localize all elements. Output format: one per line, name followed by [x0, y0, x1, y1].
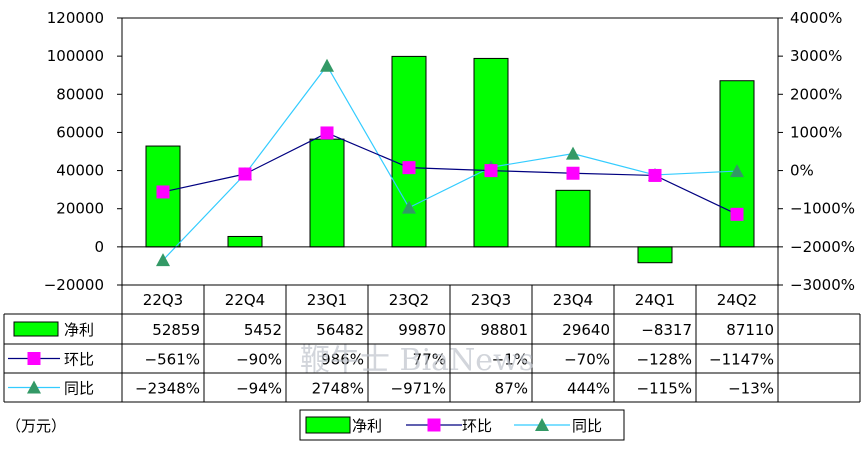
qoq-key-marker — [27, 352, 41, 365]
qoq-point — [484, 164, 498, 178]
legend: 净利 环比 同比 — [299, 409, 625, 441]
qoq-point — [730, 207, 744, 221]
bar-net-profit — [555, 189, 591, 248]
growth-lines — [156, 58, 744, 267]
yoy-point — [156, 253, 170, 267]
axes: 120000 100000 80000 60000 40000 20000 0 −20000 4… — [44, 9, 855, 294]
table-cell-value: 444% — [567, 380, 610, 398]
qoq-point — [566, 166, 580, 180]
yoy-point — [730, 164, 744, 178]
table-cell-value: −13% — [728, 380, 774, 398]
y-right-tick-label: −2000% — [790, 238, 855, 256]
net-profit-bars — [145, 55, 755, 264]
table-cell-value: −2348% — [135, 380, 200, 398]
qoq-point — [320, 126, 334, 140]
y-right-tick-label: −1000% — [790, 200, 855, 218]
legend-yoy-label: 同比 — [572, 417, 602, 435]
table-cell-value: 87110 — [726, 321, 774, 339]
x-tick-label: 22Q4 — [225, 291, 265, 309]
table-cell-value: −70% — [564, 351, 610, 369]
table-cell-value: 77% — [413, 351, 446, 369]
x-tick-label: 24Q2 — [717, 291, 757, 309]
table-cell-value: −971% — [391, 380, 446, 398]
y-left-tick-label: 100000 — [47, 47, 104, 65]
table-cell-value: 2748% — [312, 380, 364, 398]
bar-net-profit — [391, 55, 427, 248]
legend-net-profit-swatch — [305, 416, 351, 434]
x-tick-label: 23Q1 — [307, 291, 347, 309]
table-cell-value: 87% — [495, 380, 528, 398]
qoq-point — [402, 161, 416, 175]
plot-area — [121, 17, 779, 286]
unit-label: （万元） — [6, 417, 66, 435]
qoq-line — [162, 132, 738, 215]
qoq-point — [238, 167, 252, 181]
table-cell-value: −94% — [236, 380, 282, 398]
table-cell-value: 29640 — [562, 321, 610, 339]
qoq-point — [156, 185, 170, 199]
y-right-tick-label: 1000% — [790, 123, 842, 141]
table-cell-value: 98801 — [480, 321, 528, 339]
x-tick-label: 23Q4 — [553, 291, 593, 309]
yoy-key-marker — [27, 380, 41, 394]
y-left-tick-label: 120000 — [47, 9, 104, 27]
y-left-tick-label: 0 — [94, 238, 104, 256]
legend-qoq-label: 环比 — [462, 417, 492, 435]
x-tick-label: 24Q1 — [635, 291, 675, 309]
yoy-point — [320, 58, 334, 72]
y-right-tick-label: 3000% — [790, 47, 842, 65]
plot-frame — [121, 17, 779, 286]
qoq-point — [648, 168, 662, 182]
table-cell-value: −1147% — [709, 351, 774, 369]
table-row-header: 环比 — [64, 351, 94, 369]
bar-net-profit — [719, 80, 755, 248]
table-cell-value: 986% — [321, 351, 364, 369]
y-right-tick-label: 4000% — [790, 9, 842, 27]
y-left-tick-label: 80000 — [56, 85, 104, 103]
y-right-tick-label: 2000% — [790, 85, 842, 103]
table-cell-value: −115% — [637, 380, 692, 398]
y-left-tick-label: 40000 — [56, 162, 104, 180]
table-cell-value: −8317 — [641, 321, 692, 339]
table-cell-value: −1% — [492, 351, 528, 369]
y-left-tick-label: −20000 — [44, 276, 104, 294]
y-right-tick-label: −3000% — [790, 276, 855, 294]
bar-net-profit — [637, 246, 673, 264]
watermark: 鞭牛士 BiaNews — [300, 343, 534, 378]
table-cell-value: 56482 — [316, 321, 364, 339]
legend-net-profit-label: 净利 — [352, 417, 382, 435]
net-profit-key — [13, 321, 59, 337]
table-cell-value: −561% — [145, 351, 200, 369]
table-cell-value: −90% — [236, 351, 282, 369]
table-cell-value: 99870 — [398, 321, 446, 339]
yoy-point — [402, 200, 416, 214]
bar-net-profit — [227, 235, 263, 248]
table-cell-value: −128% — [637, 351, 692, 369]
legend-yoy-marker — [535, 418, 549, 431]
x-tick-label: 23Q2 — [389, 291, 429, 309]
bar-net-profit — [473, 57, 509, 248]
y-left-tick-label: 60000 — [56, 123, 104, 141]
x-tick-label: 23Q3 — [471, 291, 511, 309]
x-tick-label: 22Q3 — [143, 291, 183, 309]
table-cell-value: 5452 — [244, 321, 282, 339]
yoy-point — [566, 146, 580, 160]
table-row-header: 同比 — [64, 380, 94, 398]
y-left-tick-label: 20000 — [56, 200, 104, 218]
legend-qoq-marker — [427, 418, 441, 432]
table-row-header: 净利 — [64, 321, 94, 339]
bar-net-profit — [309, 138, 345, 248]
yoy-line — [162, 64, 738, 261]
table-cell-value: 52859 — [152, 321, 200, 339]
y-right-tick-label: 0% — [790, 162, 814, 180]
